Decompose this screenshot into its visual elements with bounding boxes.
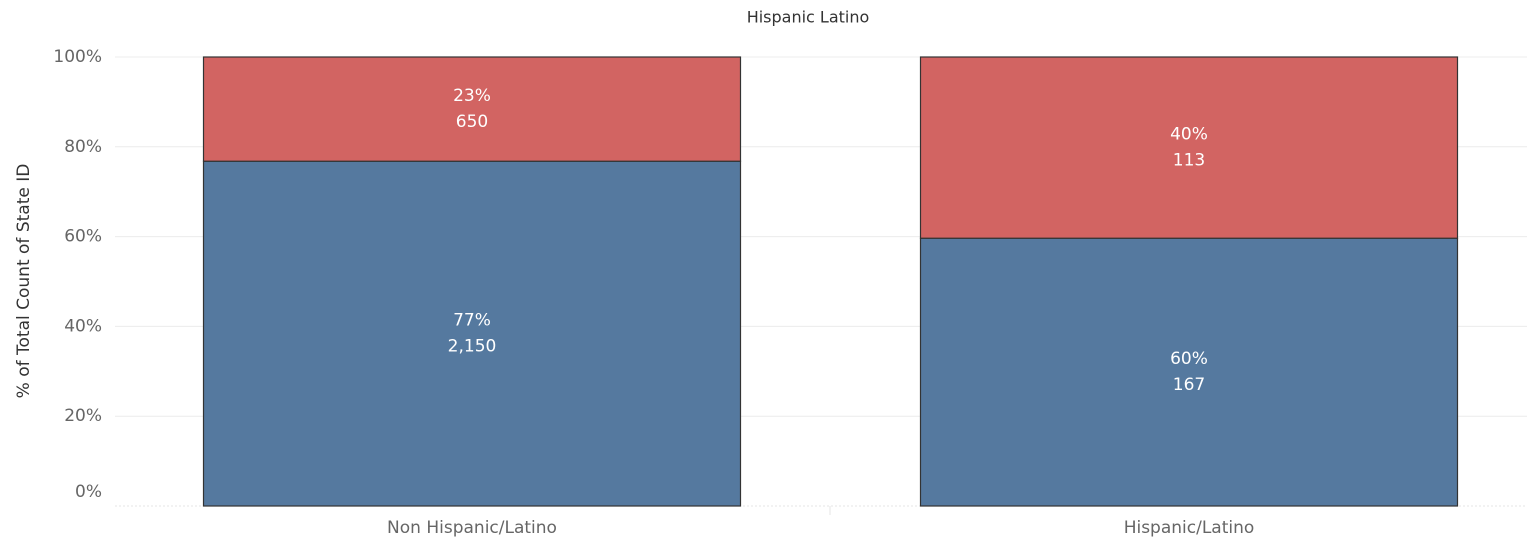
value-label: 60% <box>1170 349 1208 369</box>
y-tick-label: 100% <box>53 47 102 67</box>
y-tick-label: 60% <box>64 227 102 247</box>
x-tick-label: Hispanic/Latino <box>1124 518 1255 538</box>
chart-title: Hispanic Latino <box>747 8 870 27</box>
count-label: 113 <box>1173 151 1205 171</box>
value-label: 23% <box>453 86 491 106</box>
count-label: 167 <box>1173 375 1205 395</box>
y-tick-label: 0% <box>75 482 102 502</box>
x-tick-label: Non Hispanic/Latino <box>387 518 557 538</box>
count-label: 2,150 <box>448 337 497 357</box>
y-tick-label: 40% <box>64 316 102 336</box>
bar-segment <box>202 160 742 507</box>
bar-segment <box>202 56 742 162</box>
y-axis-label: % of Total Count of State ID <box>14 164 34 399</box>
bar-segment <box>919 56 1459 239</box>
value-label: 40% <box>1170 125 1208 145</box>
count-label: 650 <box>456 112 488 132</box>
y-tick-label: 80% <box>64 137 102 157</box>
bar-segment <box>919 237 1459 507</box>
y-tick-label: 20% <box>64 406 102 426</box>
value-label: 77% <box>453 311 491 331</box>
